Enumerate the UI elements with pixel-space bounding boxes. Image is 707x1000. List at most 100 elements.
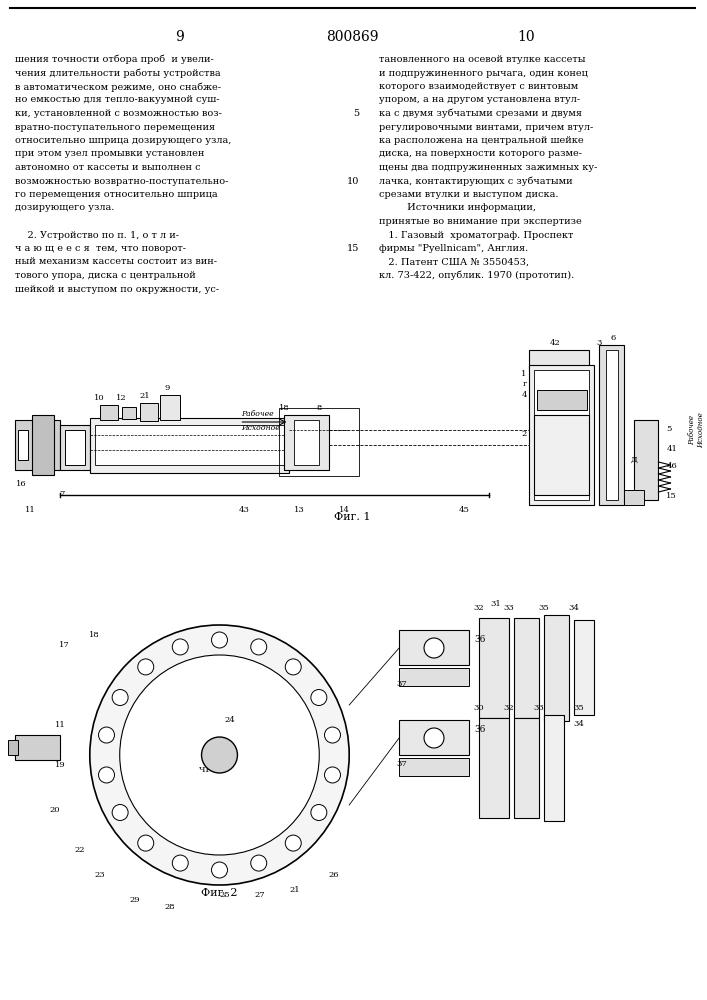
Bar	[60, 425, 90, 470]
Text: при этом узел промывки установлен: при этом узел промывки установлен	[15, 149, 204, 158]
Bar	[544, 715, 563, 821]
Text: Ч1: Ч1	[199, 766, 211, 774]
Text: регулировочными винтами, причем втул-: регулировочными винтами, причем втул-	[379, 122, 593, 131]
Bar	[514, 618, 539, 718]
Circle shape	[173, 855, 188, 871]
Bar	[479, 618, 509, 718]
Circle shape	[285, 659, 301, 675]
Text: чения длительности работы устройства: чения длительности работы устройства	[15, 68, 221, 78]
Text: 28: 28	[164, 903, 175, 911]
Circle shape	[285, 835, 301, 851]
Text: 33: 33	[533, 704, 544, 712]
Bar	[514, 718, 539, 818]
Text: го перемещения относительно шприца: го перемещения относительно шприца	[15, 190, 218, 199]
Text: 15: 15	[667, 492, 677, 500]
Text: 10: 10	[517, 30, 534, 44]
Text: Источники информации,: Источники информации,	[379, 204, 536, 213]
Text: 8: 8	[317, 404, 322, 412]
Text: 35: 35	[538, 604, 549, 612]
Text: 12: 12	[117, 394, 127, 402]
Bar	[15, 420, 60, 470]
Text: 16: 16	[16, 480, 27, 488]
Text: 21: 21	[139, 392, 150, 400]
Text: 3: 3	[596, 339, 602, 347]
Text: 36: 36	[474, 635, 485, 644]
Text: 4: 4	[521, 391, 527, 399]
Text: 7: 7	[59, 490, 64, 498]
Text: в автоматическом режиме, оно снабже-: в автоматическом режиме, оно снабже-	[15, 82, 221, 92]
Bar	[529, 365, 594, 505]
Bar	[529, 350, 589, 370]
Bar	[544, 615, 568, 721]
Text: и подпружиненного рычага, один конец: и подпружиненного рычага, один конец	[379, 68, 588, 78]
Text: ч а ю щ е е с я  тем, что поворот-: ч а ю щ е е с я тем, что поворот-	[15, 244, 186, 253]
Text: 31: 31	[491, 600, 501, 608]
Bar	[479, 718, 509, 818]
Text: относительно шприца дозирующего узла,: относительно шприца дозирующего узла,	[15, 136, 231, 145]
Text: 1: 1	[521, 370, 527, 378]
Text: Ж: Ж	[428, 734, 440, 742]
Bar	[65, 430, 85, 465]
Text: 2. Патент США № 3550453,: 2. Патент США № 3550453,	[379, 257, 530, 266]
Bar	[140, 403, 158, 421]
Text: 11: 11	[25, 506, 35, 514]
Text: Фиг. 1: Фиг. 1	[334, 512, 370, 522]
Text: 800869: 800869	[326, 30, 378, 44]
Text: 29: 29	[129, 896, 140, 904]
Text: автономно от кассеты и выполнен с: автономно от кассеты и выполнен с	[15, 163, 201, 172]
Text: 34: 34	[573, 720, 585, 728]
Circle shape	[173, 639, 188, 655]
Bar	[537, 390, 587, 410]
Bar	[399, 720, 469, 755]
Text: 41: 41	[667, 445, 677, 453]
Text: 23: 23	[95, 871, 105, 879]
Text: Ж: Ж	[428, 644, 440, 652]
Text: 27: 27	[254, 891, 264, 899]
Text: 1. Газовый  хроматограф. Проспект: 1. Газовый хроматограф. Проспект	[379, 231, 573, 239]
Text: Фиг. 2: Фиг. 2	[201, 888, 238, 898]
Circle shape	[251, 855, 267, 871]
Text: 21: 21	[289, 886, 300, 894]
Text: 34: 34	[568, 604, 579, 612]
Circle shape	[138, 835, 153, 851]
Text: 30: 30	[474, 704, 484, 712]
Text: тового упора, диска с центральной: тового упора, диска с центральной	[15, 271, 196, 280]
Text: 20: 20	[49, 806, 60, 814]
Text: возможностью возвратно-поступательно-: возможностью возвратно-поступательно-	[15, 176, 228, 186]
Circle shape	[98, 767, 115, 783]
Text: ка с двумя зубчатыми срезами и двумя: ка с двумя зубчатыми срезами и двумя	[379, 109, 582, 118]
Text: 18: 18	[89, 631, 100, 639]
Circle shape	[311, 690, 327, 706]
Bar	[279, 408, 359, 476]
Text: ка расположена на центральной шейке: ка расположена на центральной шейке	[379, 136, 584, 145]
Bar	[399, 630, 469, 665]
Circle shape	[251, 639, 267, 655]
Text: щены два подпружиненных зажимных ку-: щены два подпружиненных зажимных ку-	[379, 163, 597, 172]
Bar	[633, 420, 658, 500]
Bar	[599, 345, 624, 505]
Text: 22: 22	[74, 846, 85, 854]
Circle shape	[424, 638, 444, 658]
Text: 5: 5	[667, 425, 672, 433]
Bar	[18, 430, 28, 460]
Bar	[8, 740, 18, 755]
Text: которого взаимодействует с винтовым: которого взаимодействует с винтовым	[379, 82, 578, 91]
Text: 32: 32	[474, 604, 484, 612]
Bar	[100, 405, 118, 420]
Text: 35: 35	[573, 704, 585, 712]
Text: лачка, контактирующих с зубчатыми: лачка, контактирующих с зубчатыми	[379, 176, 573, 186]
Bar	[606, 350, 618, 500]
Text: 26: 26	[329, 871, 339, 879]
Text: ный механизм кассеты состоит из вин-: ный механизм кассеты состоит из вин-	[15, 257, 217, 266]
Text: ки, установленной с возможностью воз-: ки, установленной с возможностью воз-	[15, 109, 222, 118]
Circle shape	[311, 804, 327, 820]
Text: 46: 46	[667, 462, 677, 470]
Text: г: г	[522, 380, 527, 388]
Text: Рабочее
Исходное: Рабочее Исходное	[688, 412, 705, 448]
Circle shape	[325, 727, 341, 743]
Text: Исходное: Исходное	[242, 424, 280, 432]
Text: 14: 14	[339, 506, 350, 514]
Bar	[399, 758, 469, 776]
Circle shape	[325, 767, 341, 783]
Bar	[95, 425, 284, 465]
